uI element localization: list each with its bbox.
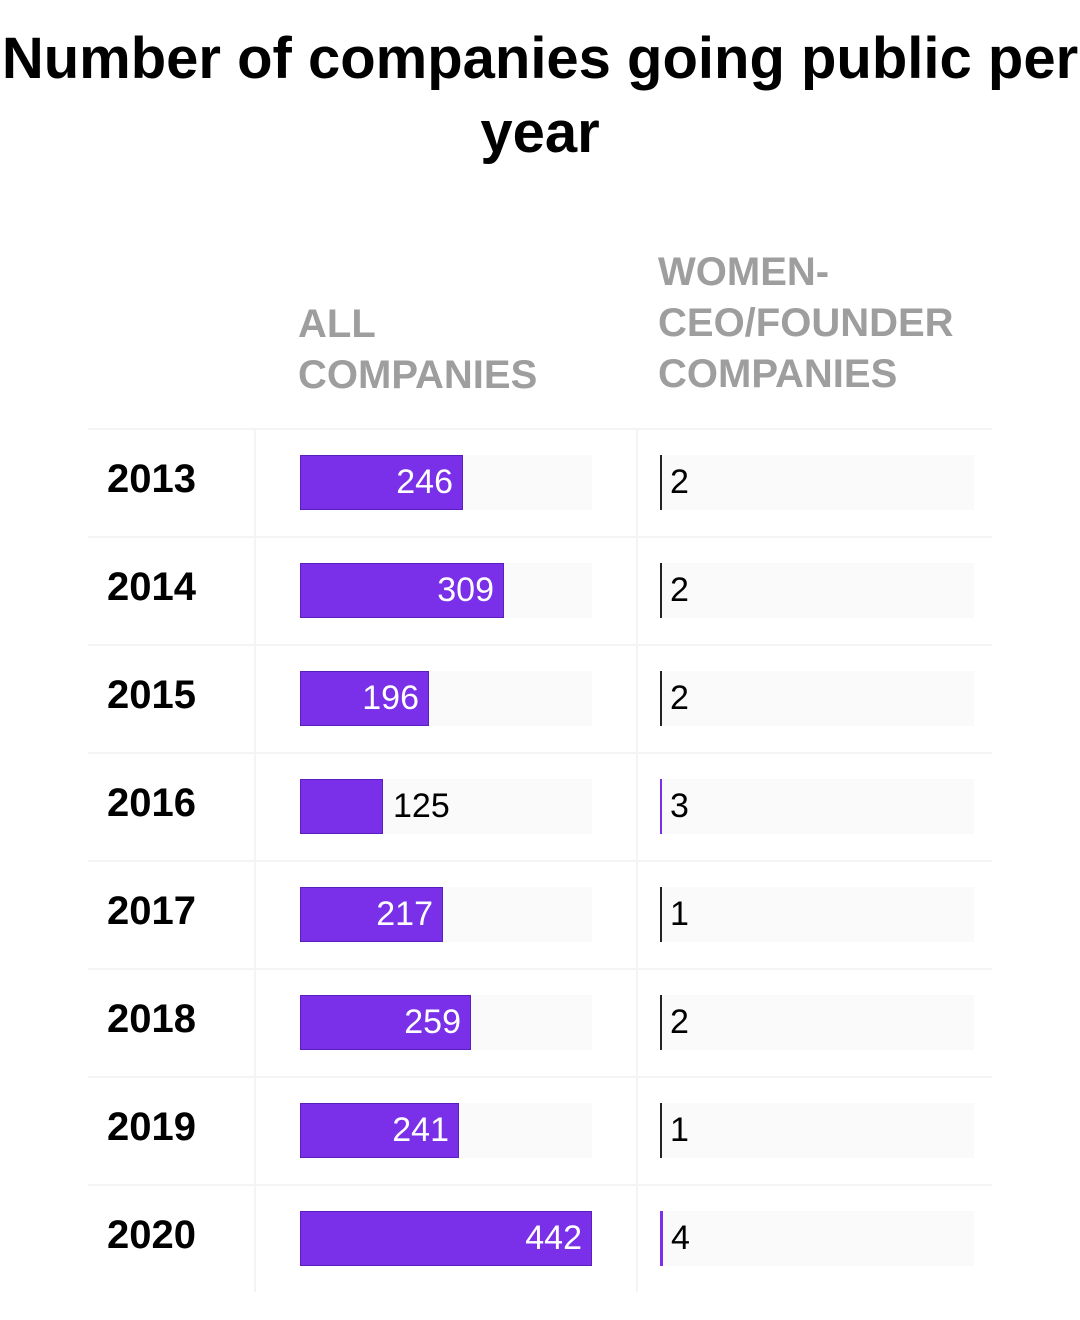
bar-track: 246	[300, 455, 592, 510]
bar-women-ceo-founder	[660, 455, 662, 510]
table-row: 2019 241 1	[0, 1074, 1080, 1182]
bar-track: 217	[300, 887, 592, 942]
data-label: 2	[670, 463, 689, 501]
row-separator	[88, 860, 992, 862]
data-label: 3	[670, 787, 689, 825]
table-row: 2015 196 2	[0, 642, 1080, 750]
year-label: 2019	[107, 1105, 196, 1149]
row-separator	[88, 968, 992, 970]
year-label: 2018	[107, 997, 196, 1041]
bar-all-companies	[300, 779, 383, 834]
data-label: 241	[392, 1111, 449, 1149]
data-label: 196	[362, 679, 419, 717]
year-label: 2016	[107, 781, 196, 825]
year-label: 2013	[107, 457, 196, 501]
bar-track: 442	[300, 1211, 592, 1266]
row-separator	[88, 1076, 992, 1078]
bar-all-companies	[300, 563, 504, 618]
bar-track: 1	[660, 887, 974, 942]
bar-all-companies	[300, 995, 471, 1050]
table-row: 2014 309 2	[0, 534, 1080, 642]
data-label: 125	[393, 787, 450, 825]
bar-women-ceo-founder	[660, 887, 662, 942]
year-label: 2017	[107, 889, 196, 933]
chart-title: Number of companies going public per yea…	[1, 26, 1079, 165]
data-label: 442	[525, 1219, 582, 1257]
bar-women-ceo-founder	[660, 995, 662, 1050]
bar-track: 2	[660, 563, 974, 618]
column-header-women-ceo-founder: WOMEN- CEO/FOUNDER COMPANIES	[658, 250, 954, 396]
column-header-all-companies: ALL COMPANIES	[298, 302, 538, 397]
data-label: 259	[404, 1003, 461, 1041]
data-label: 1	[670, 895, 689, 933]
row-separator	[88, 536, 992, 538]
table-row: 2018 259 2	[0, 966, 1080, 1074]
row-separator	[88, 644, 992, 646]
bar-women-ceo-founder	[660, 1211, 663, 1266]
table-row: 2020 442 4	[0, 1182, 1080, 1290]
bar-women-ceo-founder	[660, 779, 662, 834]
data-label: 309	[437, 571, 494, 609]
bar-women-ceo-founder	[660, 671, 662, 726]
bar-track: 241	[300, 1103, 592, 1158]
table-row: 2017 217 1	[0, 858, 1080, 966]
bar-track: 1	[660, 1103, 974, 1158]
bar-track: 2	[660, 455, 974, 510]
row-separator	[88, 1184, 992, 1186]
bar-track: 196	[300, 671, 592, 726]
bar-track: 309	[300, 563, 592, 618]
bar-track: 259	[300, 995, 592, 1050]
data-label: 2	[670, 679, 689, 717]
data-label: 2	[670, 1003, 689, 1041]
data-label: 2	[670, 571, 689, 609]
bar-track: 2	[660, 671, 974, 726]
data-label: 4	[671, 1219, 690, 1257]
bar-track: 2	[660, 995, 974, 1050]
year-label: 2020	[107, 1213, 196, 1257]
row-separator	[88, 752, 992, 754]
bar-women-ceo-founder	[660, 1103, 662, 1158]
bar-all-companies	[300, 455, 463, 510]
data-label: 1	[670, 1111, 689, 1149]
bar-all-companies	[300, 671, 429, 726]
table-row: 2016 125 3	[0, 750, 1080, 858]
bar-all-companies	[300, 1211, 592, 1266]
bar-all-companies	[300, 1103, 459, 1158]
bar-track: 3	[660, 779, 974, 834]
bar-track: 4	[660, 1211, 974, 1266]
data-label: 217	[376, 895, 433, 933]
year-label: 2014	[107, 565, 196, 609]
table-row: 2013 246 2	[0, 426, 1080, 534]
year-label: 2015	[107, 673, 196, 717]
bar-women-ceo-founder	[660, 563, 662, 618]
bar-all-companies	[300, 887, 443, 942]
data-label: 246	[396, 463, 453, 501]
bar-track: 125	[300, 779, 592, 834]
row-separator	[88, 428, 992, 430]
